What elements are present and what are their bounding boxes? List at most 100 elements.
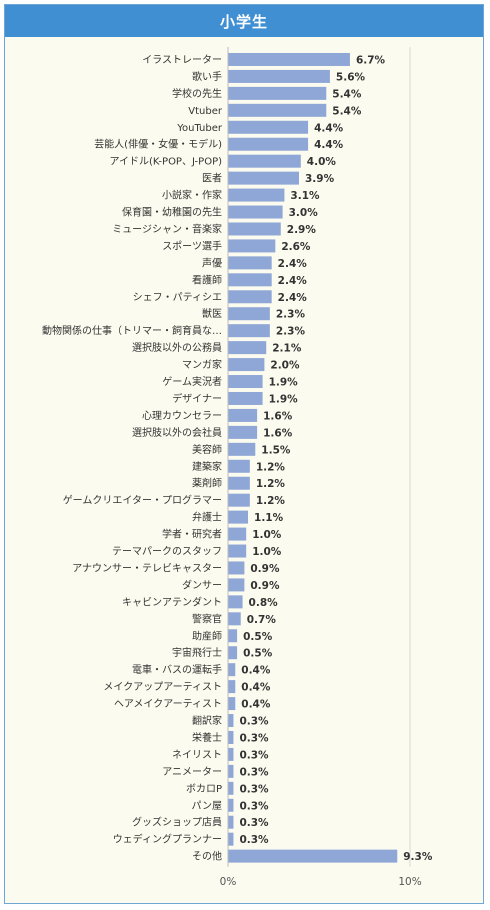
value-label: 0.3% — [239, 732, 269, 744]
value-label: 4.4% — [314, 122, 344, 134]
category-label: 薬剤師 — [192, 477, 222, 490]
bar — [228, 86, 327, 100]
bar — [228, 52, 350, 66]
value-label: 2.0% — [270, 360, 300, 372]
bar — [228, 290, 272, 304]
category-label: ネイリスト — [172, 749, 222, 761]
bar — [228, 629, 238, 643]
category-label: パン屋 — [192, 800, 223, 812]
value-label: 0.4% — [241, 682, 271, 694]
bar — [228, 341, 267, 355]
value-label: 5.4% — [332, 88, 362, 100]
value-label: 0.8% — [249, 597, 279, 609]
bar — [228, 188, 285, 202]
value-label: 6.7% — [356, 54, 386, 66]
bar — [228, 781, 234, 795]
bar — [228, 408, 258, 422]
category-label: 医者 — [202, 173, 222, 185]
value-label: 2.4% — [278, 275, 308, 287]
bar — [228, 798, 234, 812]
bar — [228, 849, 398, 863]
bar — [228, 527, 247, 541]
x-tick-label: 0% — [220, 876, 237, 888]
bar — [228, 442, 256, 456]
value-label: 0.3% — [239, 716, 269, 728]
category-label: デザイナー — [172, 392, 222, 405]
value-label: 1.2% — [256, 461, 286, 473]
category-label: YouTuber — [176, 123, 223, 134]
category-label: Vtuber — [188, 106, 223, 117]
value-label: 3.9% — [305, 173, 335, 185]
bar — [228, 680, 236, 694]
bar — [228, 697, 236, 711]
category-label: テーマパークのスタッフ — [112, 546, 222, 558]
bar — [228, 103, 327, 117]
category-label: ダンサー — [182, 578, 222, 591]
value-label: 0.5% — [243, 648, 273, 660]
bar — [228, 747, 234, 761]
value-label: 0.3% — [239, 783, 269, 795]
category-label: 栄養士 — [192, 731, 222, 744]
value-label: 1.1% — [254, 512, 284, 524]
value-label: 0.7% — [247, 614, 277, 626]
value-label: 1.5% — [261, 444, 291, 456]
bar — [228, 358, 265, 372]
bar — [228, 815, 234, 829]
x-tick-label: 10% — [398, 876, 421, 888]
bar — [228, 561, 245, 575]
bar — [228, 239, 276, 253]
category-label: 選択肢以外の会社員 — [132, 426, 222, 439]
bar — [228, 425, 258, 439]
value-label: 3.0% — [289, 207, 319, 219]
value-label: 4.0% — [307, 156, 337, 168]
bar — [228, 375, 263, 389]
value-label: 1.2% — [256, 495, 286, 507]
category-label: 保育園・幼稚園の先生 — [122, 206, 222, 219]
value-label: 2.1% — [272, 343, 302, 355]
value-label: 3.1% — [290, 190, 320, 202]
value-label: 0.9% — [250, 580, 280, 592]
bar — [228, 612, 241, 626]
value-label: 1.9% — [269, 377, 299, 389]
bar — [228, 476, 250, 490]
category-label: ウェディングプランナー — [113, 833, 222, 846]
value-label: 2.6% — [281, 241, 311, 253]
bar — [228, 120, 309, 134]
category-label: 学校の先生 — [172, 87, 222, 100]
value-label: 2.4% — [278, 258, 308, 270]
category-label: 芸能人(俳優・女優・モデル) — [94, 138, 222, 151]
value-label: 4.4% — [314, 139, 344, 151]
value-label: 0.4% — [241, 699, 271, 711]
bar — [228, 69, 330, 83]
value-label: 9.3% — [403, 851, 433, 863]
value-label: 0.3% — [239, 800, 269, 812]
bar — [228, 324, 270, 338]
category-label: 心理カウンセラー — [142, 410, 222, 422]
value-label: 5.4% — [332, 105, 362, 117]
value-label: 2.4% — [278, 292, 308, 304]
category-label: 歌い手 — [192, 70, 222, 83]
bar — [228, 391, 263, 405]
category-label: 動物関係の仕事（トリマー・飼育員な… — [42, 324, 222, 337]
bar — [228, 730, 234, 744]
bar — [228, 578, 245, 592]
category-label: 警察官 — [192, 612, 222, 625]
chart-title: 小学生 — [5, 5, 483, 37]
category-label: 美容師 — [192, 443, 222, 456]
category-label: ミュージシャン・音楽家 — [112, 222, 222, 235]
category-label: キャビンアテンダント — [122, 595, 222, 608]
value-label: 0.3% — [239, 766, 269, 778]
category-label: 弁護士 — [192, 511, 222, 524]
bar — [228, 256, 272, 270]
bar — [228, 493, 250, 507]
bar — [228, 459, 250, 473]
category-label: 声優 — [202, 256, 222, 269]
category-label: 翻訳家 — [192, 714, 222, 727]
value-label: 1.0% — [252, 529, 282, 541]
value-label: 1.6% — [263, 410, 293, 422]
bar — [228, 663, 236, 677]
category-label: アナウンサー・テレビキャスター — [72, 562, 222, 574]
value-label: 2.9% — [287, 224, 317, 236]
bar — [228, 205, 283, 219]
value-label: 1.2% — [256, 478, 286, 490]
